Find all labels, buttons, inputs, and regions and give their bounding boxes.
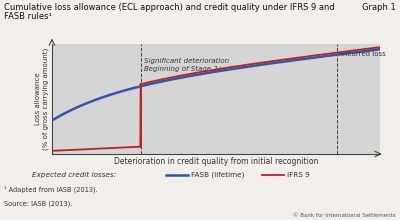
Text: Expected credit losses:: Expected credit losses: (32, 172, 116, 178)
Text: Source: IASB (2013).: Source: IASB (2013). (4, 200, 72, 207)
Y-axis label: Loss allowance
(% of gross carrying amount): Loss allowance (% of gross carrying amou… (35, 48, 49, 150)
Text: FASB (lifetime): FASB (lifetime) (191, 172, 244, 178)
Text: Significant deterioration
Beginning of Stage 2+: Significant deterioration Beginning of S… (144, 58, 229, 72)
Text: FASB rules¹: FASB rules¹ (4, 12, 52, 21)
Text: Graph 1: Graph 1 (362, 3, 396, 12)
Text: Incurred loss: Incurred loss (341, 51, 385, 57)
Text: IFRS 9: IFRS 9 (287, 172, 310, 178)
X-axis label: Deterioration in credit quality from initial recognition: Deterioration in credit quality from ini… (114, 157, 318, 166)
Text: ¹ Adapted from IASB (2013).: ¹ Adapted from IASB (2013). (4, 186, 98, 193)
Text: © Bank for International Settlements: © Bank for International Settlements (293, 213, 396, 218)
Text: Cumulative loss allowance (ECL approach) and credit quality under IFRS 9 and: Cumulative loss allowance (ECL approach)… (4, 3, 335, 12)
